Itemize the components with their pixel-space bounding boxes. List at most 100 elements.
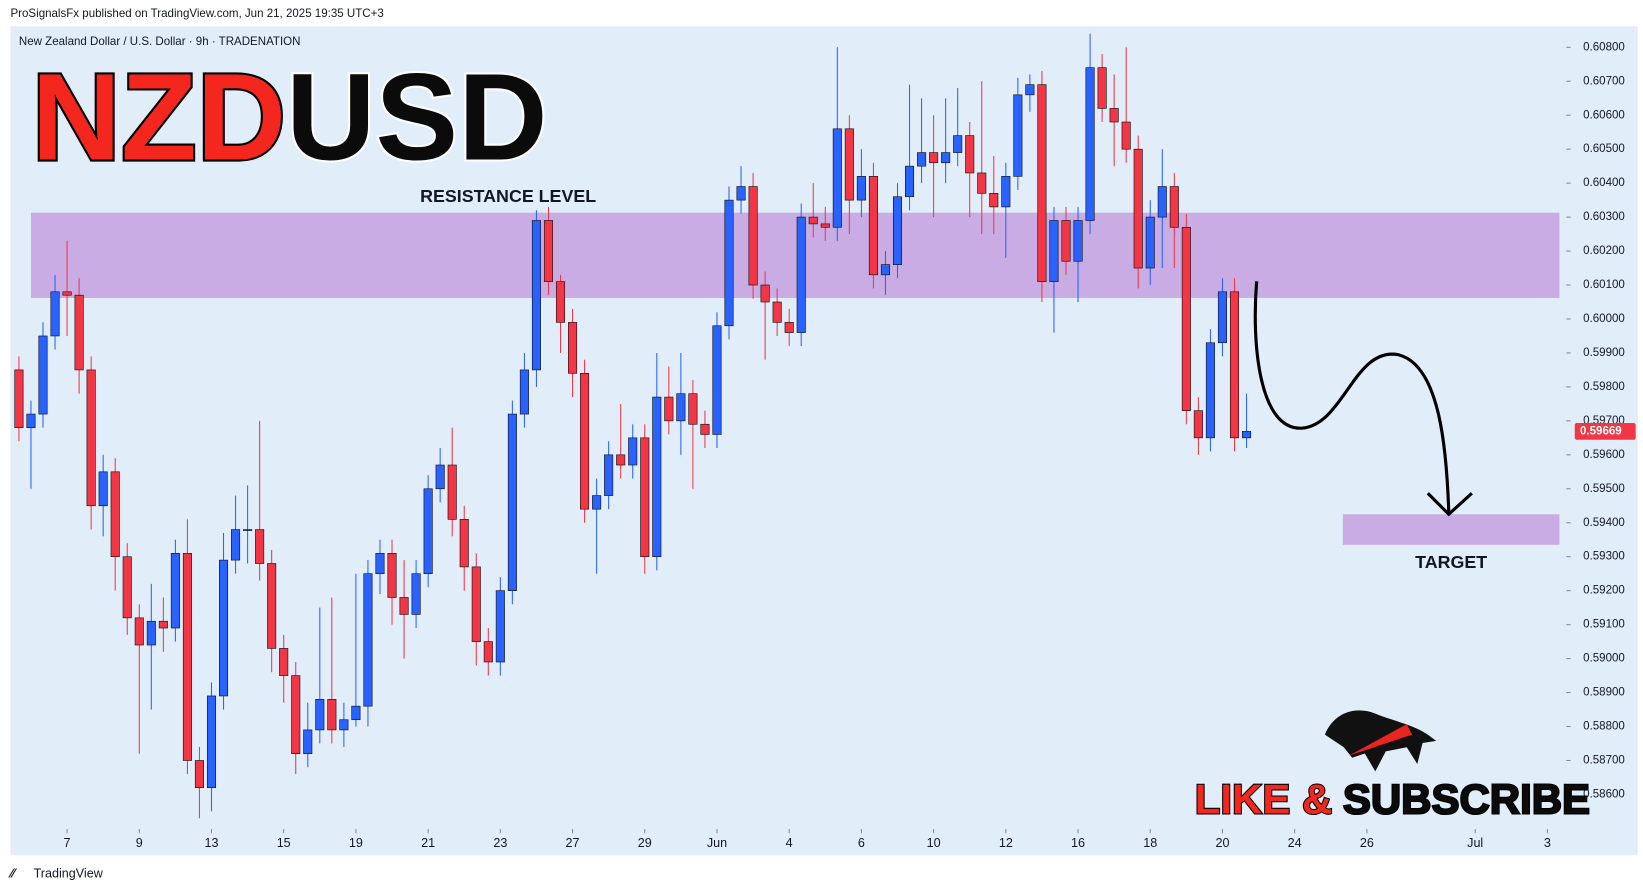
candle-body — [736, 186, 746, 201]
candle-body — [1049, 220, 1059, 282]
zones-layer: RESISTANCE LEVEL TARGET — [30, 186, 1560, 572]
candle-body — [218, 559, 229, 697]
candle-body — [50, 291, 60, 337]
candle-body — [1157, 186, 1167, 218]
candle-body — [1097, 67, 1107, 109]
candle-body — [507, 413, 517, 591]
x-tick-label: 18 — [1143, 836, 1157, 850]
candle-body — [760, 284, 770, 303]
zone-label: TARGET — [1415, 552, 1487, 572]
y-tick-label: 0.60200 — [1583, 245, 1625, 257]
candle-body — [808, 216, 818, 225]
candle-body — [1217, 291, 1227, 344]
candle-body — [110, 471, 120, 558]
x-tick-label: 16 — [1071, 836, 1085, 850]
candle-body — [243, 529, 253, 531]
candle-body — [363, 573, 373, 707]
candle-body — [856, 176, 866, 201]
candle-body — [724, 199, 734, 327]
y-tick-label: 0.59600 — [1583, 449, 1625, 461]
x-tick-label: 13 — [204, 836, 218, 850]
x-tick-label: 7 — [64, 836, 71, 850]
candle-body — [74, 294, 84, 371]
x-tick-label: Jun — [707, 836, 727, 850]
candle-body — [291, 675, 301, 755]
header: ProSignalsFx published on TradingView.co… — [10, 8, 383, 20]
cta-part: LIKE & — [1195, 775, 1333, 822]
candle-body — [194, 760, 204, 788]
candle-body — [423, 488, 433, 575]
y-tick-label: 0.59500 — [1583, 483, 1625, 495]
zone-label: RESISTANCE LEVEL — [420, 186, 596, 206]
candle-body — [929, 152, 939, 164]
candle-body — [604, 454, 614, 496]
cta: LIKE & SUBSCRIBE — [1195, 775, 1590, 822]
x-tick-label: 6 — [858, 836, 865, 850]
y-tick-label: 0.59300 — [1583, 551, 1625, 563]
x-tick-label: 21 — [421, 836, 435, 850]
candle-body — [1073, 220, 1083, 262]
candle-body — [146, 620, 156, 646]
candle-body — [86, 369, 96, 507]
candle-body — [652, 396, 662, 558]
candle-body — [279, 648, 289, 676]
candle-body — [1169, 186, 1179, 228]
candle-body — [628, 437, 638, 466]
candle-body — [688, 393, 698, 425]
projection-arrow — [1253, 281, 1451, 513]
candle-body — [820, 223, 830, 228]
candle-body — [531, 220, 541, 371]
y-tick-label: 0.60100 — [1583, 279, 1625, 291]
candle-body — [1037, 84, 1047, 282]
candle-body — [38, 335, 48, 415]
candle-body — [1181, 226, 1191, 411]
candle-body — [1205, 342, 1215, 439]
y-tick-label: 0.58700 — [1583, 755, 1625, 767]
x-tick-label: 3 — [1544, 836, 1551, 850]
candle-body — [1133, 148, 1143, 269]
candle-body — [977, 172, 987, 194]
candle-body — [1109, 108, 1119, 123]
candle-body — [495, 590, 505, 663]
arrow-head — [1426, 492, 1473, 517]
candle-body — [315, 699, 325, 731]
candle-body — [880, 264, 890, 276]
candle-body — [1085, 67, 1095, 221]
y-tick-label: 0.59800 — [1583, 381, 1625, 393]
candle-body — [700, 423, 710, 435]
candle-body — [832, 128, 842, 228]
candle-body — [375, 553, 385, 575]
candle-body — [267, 563, 277, 649]
y-tick-label: 0.58800 — [1583, 721, 1625, 733]
y-tick-label: 0.60700 — [1583, 75, 1625, 87]
candle-body — [965, 135, 975, 174]
candle-body — [206, 695, 217, 788]
y-tick-label: 0.60600 — [1583, 109, 1625, 121]
candle-body — [231, 529, 241, 561]
x-tick-label: 10 — [927, 836, 941, 850]
candle-body — [1242, 431, 1252, 439]
x-tick-label: 4 — [786, 836, 793, 850]
candle-body — [1193, 410, 1203, 439]
candle-body — [941, 152, 951, 164]
zone — [1342, 514, 1560, 545]
x-tick-label: 27 — [566, 836, 580, 850]
candle-body — [122, 556, 132, 619]
candle-body — [1061, 220, 1071, 262]
candle-body — [1145, 216, 1155, 269]
y-tick-label: 0.59700 — [1583, 415, 1625, 427]
x-tick-label: 20 — [1215, 836, 1229, 850]
candle-body — [483, 641, 493, 663]
candle-body — [182, 553, 192, 761]
candle-body — [1229, 291, 1240, 439]
candles-layer — [14, 33, 1252, 819]
candle-body — [676, 393, 686, 422]
candle-body — [664, 396, 674, 422]
candle-body — [616, 454, 626, 466]
candle-body — [519, 369, 529, 415]
candle-body — [14, 369, 24, 428]
bull-logo — [1324, 710, 1437, 772]
x-tick-label: 26 — [1360, 836, 1374, 850]
